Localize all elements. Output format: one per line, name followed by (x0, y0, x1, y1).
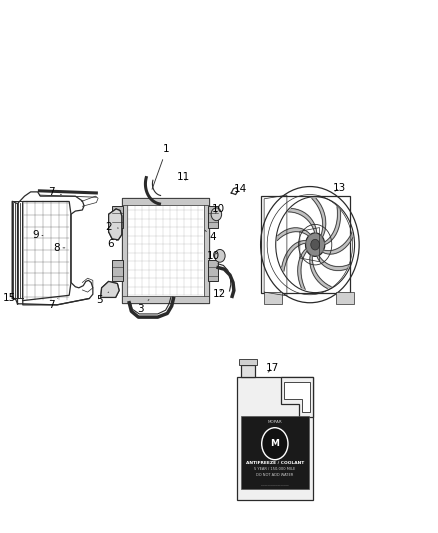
Bar (122, 198, 209, 303)
Bar (264, 292, 282, 304)
Bar (208, 206, 218, 228)
Circle shape (211, 208, 222, 221)
Bar (122, 198, 127, 303)
Polygon shape (101, 281, 119, 297)
Bar (239, 359, 257, 365)
Circle shape (305, 233, 325, 256)
Bar (112, 206, 123, 228)
Circle shape (311, 239, 320, 250)
Polygon shape (109, 209, 122, 240)
Polygon shape (288, 208, 317, 233)
Text: 10: 10 (207, 251, 220, 261)
Text: ANTIFREEZE / COOLANT: ANTIFREEZE / COOLANT (246, 461, 304, 465)
Bar (208, 260, 218, 281)
Polygon shape (312, 198, 326, 237)
Bar (261, 196, 350, 293)
Polygon shape (325, 207, 341, 245)
Text: 7: 7 (48, 187, 61, 197)
Text: 17: 17 (266, 363, 279, 373)
Circle shape (262, 427, 288, 459)
Text: M: M (270, 439, 279, 448)
Polygon shape (277, 228, 310, 240)
Polygon shape (282, 240, 306, 271)
Text: MOPAR: MOPAR (268, 421, 282, 424)
Text: 5: 5 (96, 292, 109, 304)
Bar (241, 416, 309, 489)
Bar (122, 296, 209, 303)
Text: ─────────────────: ───────────────── (261, 484, 289, 488)
Bar (336, 292, 354, 304)
Text: 2: 2 (105, 222, 118, 231)
Text: 12: 12 (213, 289, 226, 299)
Text: 1: 1 (152, 144, 170, 189)
Text: 10: 10 (212, 204, 225, 214)
Text: 4: 4 (205, 230, 216, 242)
Text: 15: 15 (3, 294, 16, 303)
Circle shape (215, 249, 225, 262)
Bar (112, 260, 123, 281)
Text: 9: 9 (32, 230, 43, 239)
Text: 3: 3 (137, 300, 149, 314)
Polygon shape (284, 382, 310, 411)
Polygon shape (310, 255, 331, 288)
Bar (122, 198, 209, 205)
Polygon shape (281, 377, 313, 417)
Text: 6: 6 (107, 239, 117, 249)
Text: DO NOT ADD WATER: DO NOT ADD WATER (256, 473, 293, 477)
Text: 11: 11 (177, 172, 190, 182)
Text: 14: 14 (233, 184, 247, 194)
Bar (241, 365, 255, 377)
Polygon shape (322, 232, 353, 254)
Text: 8: 8 (53, 243, 65, 253)
Text: 13: 13 (333, 183, 346, 192)
Bar (204, 198, 209, 303)
Polygon shape (298, 249, 307, 289)
Text: 5 YEAR / 150,000 MILE: 5 YEAR / 150,000 MILE (254, 467, 296, 471)
Bar (237, 377, 313, 500)
Polygon shape (317, 255, 350, 271)
Text: 7: 7 (48, 298, 58, 310)
